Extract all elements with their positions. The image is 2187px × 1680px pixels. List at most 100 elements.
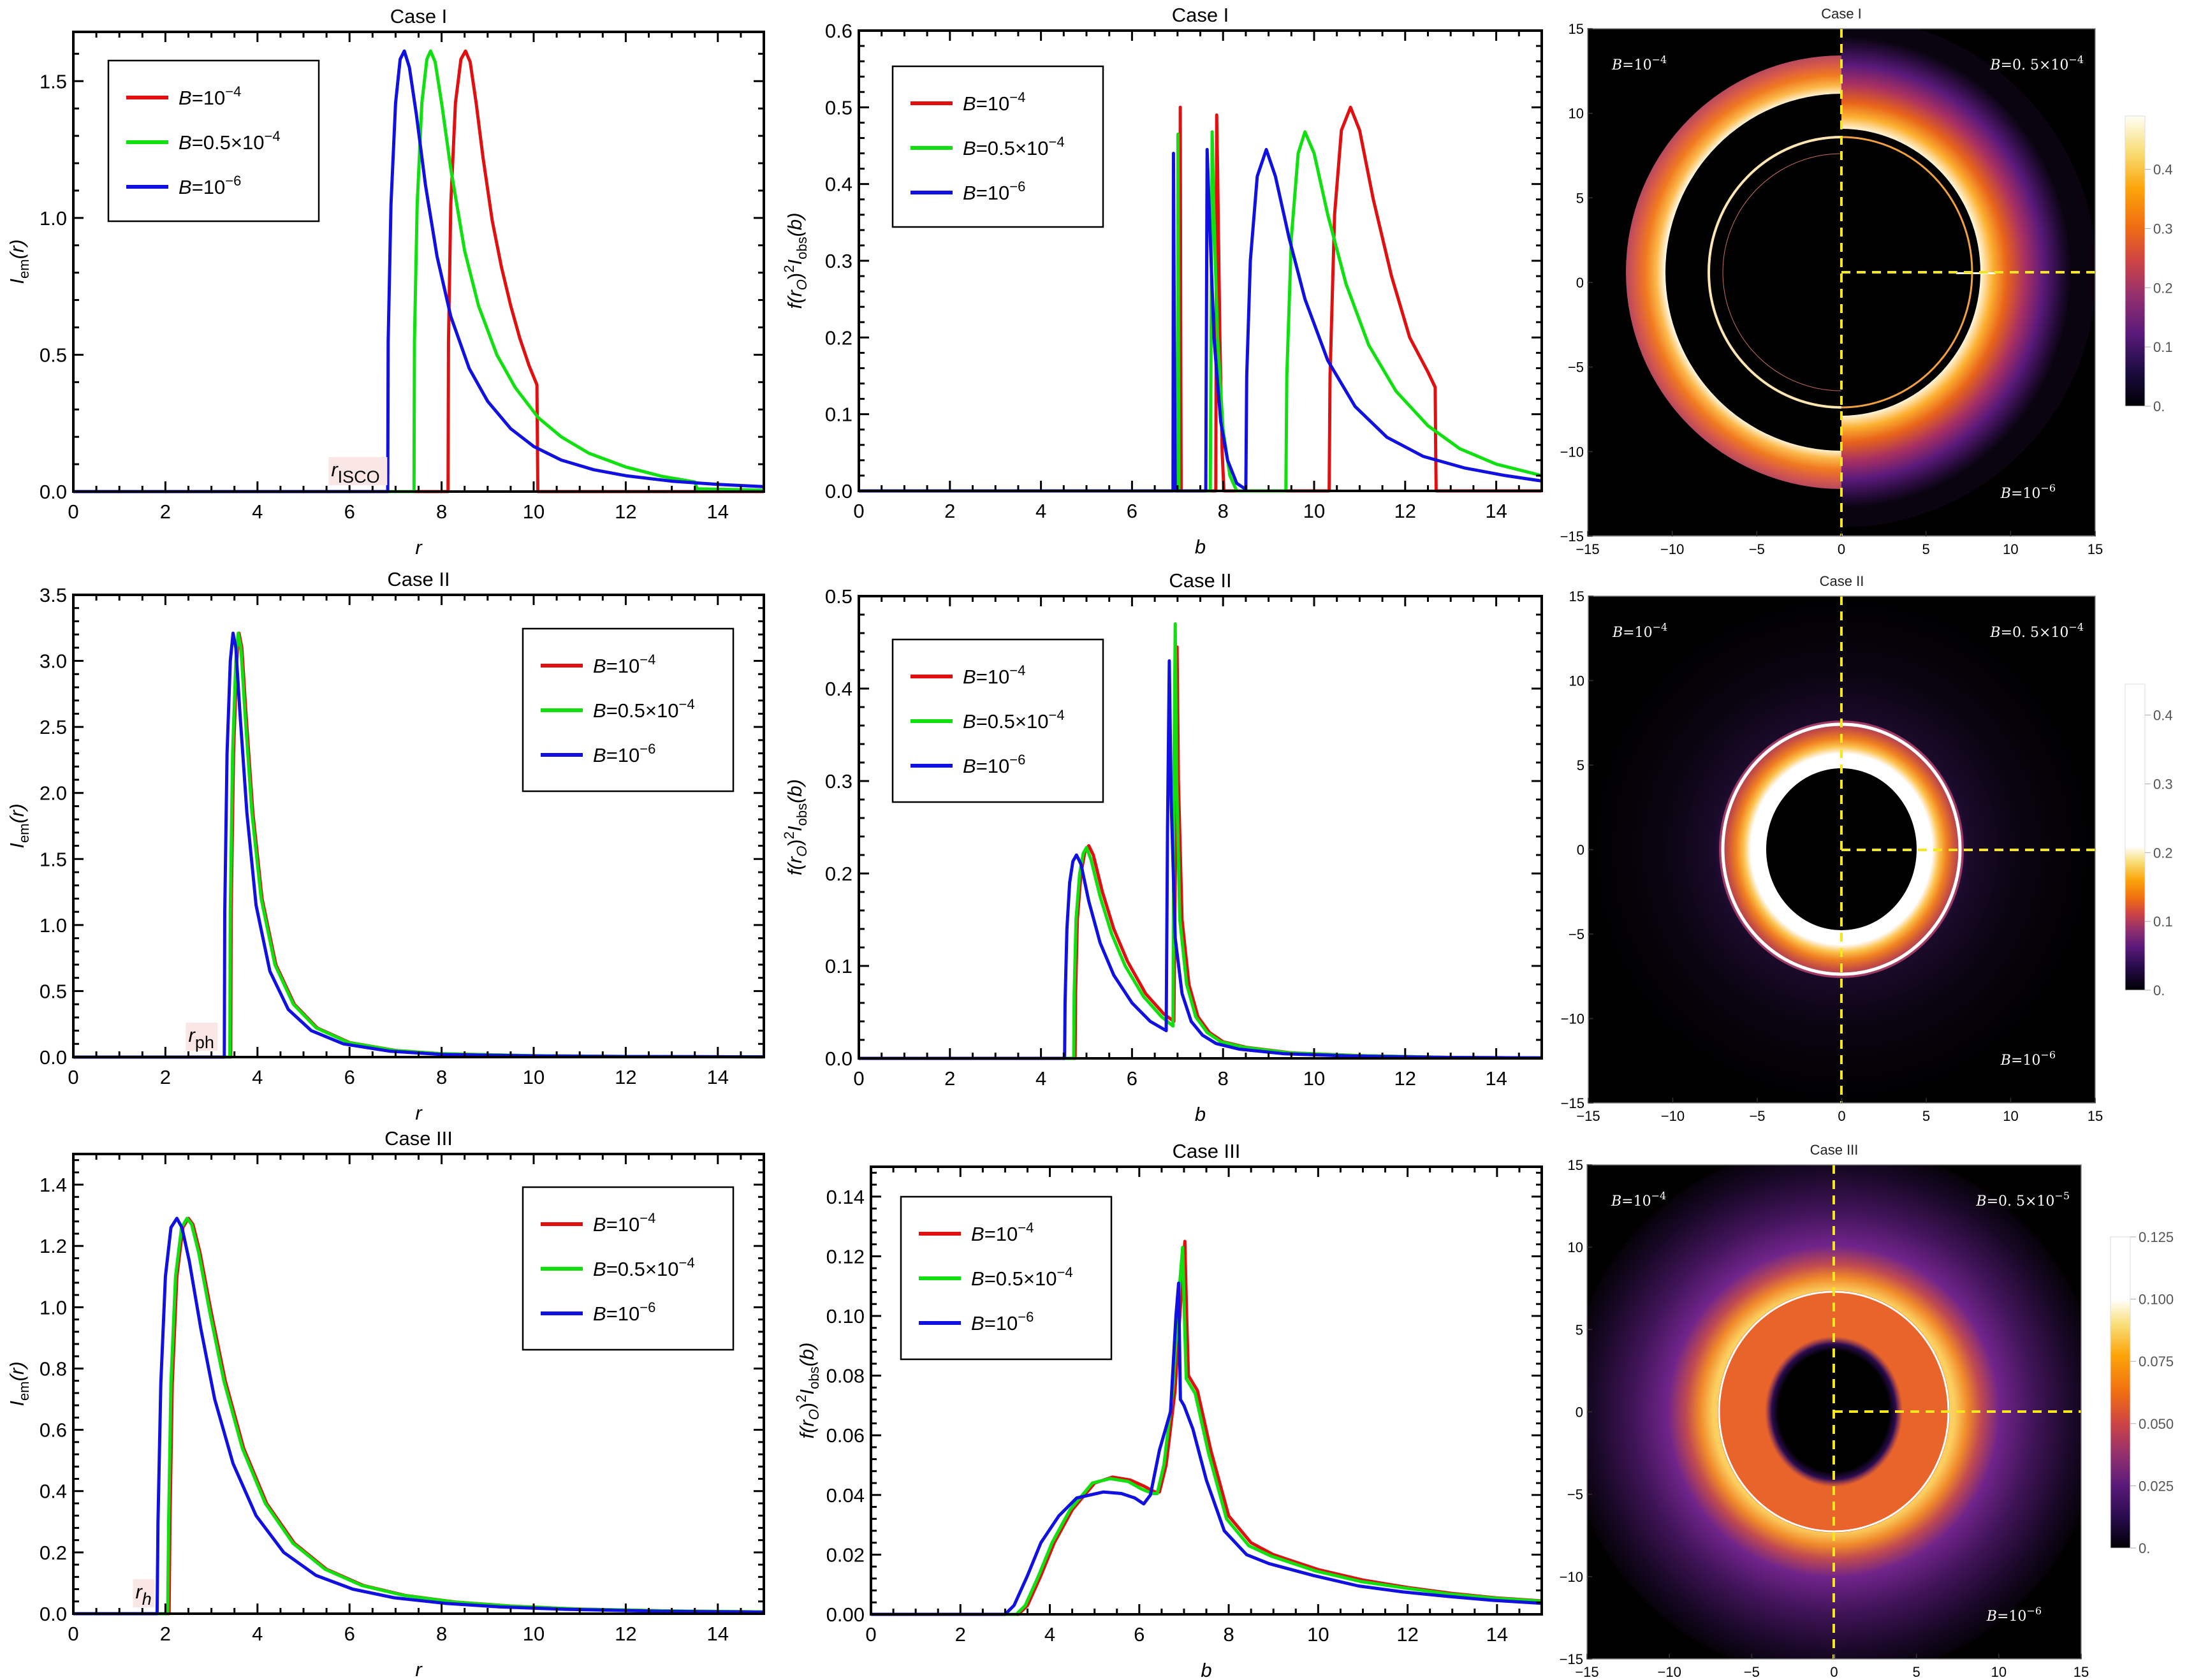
image-label-base: =10 — [1621, 1194, 1651, 1209]
legend-base: =10 — [606, 1213, 640, 1236]
x-tick-label: 12 — [615, 1066, 636, 1088]
colorbar-tick-label: 0. — [2139, 1540, 2150, 1556]
annotation-sub: ISCO — [338, 467, 380, 486]
y-label-part: I — [784, 259, 806, 265]
colorbar — [2125, 683, 2146, 991]
y-tick-label: 0.2 — [825, 863, 852, 885]
legend-base: =0.5×10 — [606, 699, 679, 722]
y-tick-label: 0.06 — [826, 1424, 865, 1447]
y-tick-label: 0.0 — [40, 1603, 67, 1625]
legend-entry: B=0.5×10−4 — [593, 696, 695, 722]
x-tick-label: 10 — [523, 1623, 545, 1645]
series-group — [859, 622, 1542, 1060]
y-axis-label: f(rO)2Iobs(b) — [781, 779, 810, 875]
y-label-part: (r) — [6, 803, 28, 823]
x-tick-label: 14 — [1486, 1623, 1508, 1646]
x-tick-label: 10 — [523, 500, 545, 523]
image-y-tick-label: 15 — [1569, 588, 1584, 604]
image-label-base: =10 — [1997, 1609, 2026, 1625]
image-label-exponent: −6 — [2026, 1605, 2042, 1617]
colorbar — [2125, 115, 2146, 407]
legend-entry: B=10−4 — [593, 1210, 655, 1236]
chart-observed-case-3: Case III 0 2 4 6 8 10 12 14 0.00 0.02 0.04 0.06 0.08 0… — [793, 1140, 1543, 1680]
legend-var: B — [963, 710, 976, 733]
y-tick-label: 0.4 — [40, 1480, 67, 1503]
legend-entry: B=10−4 — [971, 1220, 1034, 1245]
image-title: Case I — [1821, 6, 1862, 22]
annotation-background — [133, 1579, 155, 1607]
legend-exponent: −6 — [640, 741, 655, 757]
x-tick-label: 10 — [1303, 1067, 1325, 1090]
x-tick-label: 12 — [615, 500, 636, 523]
y-label-part: I — [784, 826, 806, 831]
legend-var: B — [963, 182, 976, 204]
image-x-tick-label: 10 — [1991, 1664, 2007, 1680]
y-label-part: (r) — [6, 239, 28, 259]
annotation-main: r — [189, 1024, 196, 1046]
y-tick-label: 1.5 — [40, 70, 67, 92]
legend-base: =10 — [606, 1303, 640, 1325]
image-label-label_br: B=10−6 — [2000, 482, 2056, 502]
legend-entry: B=10−4 — [179, 84, 241, 109]
series-line-0 — [871, 1239, 1542, 1616]
image-y-tick-label: −15 — [1560, 1651, 1583, 1667]
x-tick-label: 0 — [68, 1623, 78, 1645]
y-label-part: 2 — [793, 1395, 809, 1403]
x-tick-label: 2 — [955, 1623, 966, 1646]
x-axis-label: r — [415, 536, 423, 559]
colorbar-tick-label: 0.1 — [2153, 339, 2173, 355]
image-x-tick-label: −10 — [1661, 1108, 1685, 1124]
y-tick-label: 2.5 — [40, 716, 67, 738]
y-tick-label: 0.04 — [826, 1484, 865, 1507]
legend-entry: B=0.5×10−4 — [971, 1264, 1073, 1290]
x-tick-label: 4 — [252, 1623, 263, 1645]
legend-exponent: −4 — [678, 1255, 694, 1271]
legend-var: B — [179, 131, 192, 154]
image-label-exponent: −5 — [2054, 1190, 2070, 1202]
colorbar-tick-label: 0.1 — [2153, 914, 2173, 930]
y-tick-label: 0.00 — [826, 1603, 865, 1626]
x-tick-label: 14 — [1485, 1067, 1507, 1090]
x-tick-label: 2 — [944, 500, 955, 522]
x-tick-label: 12 — [1394, 500, 1416, 522]
x-tick-label: 8 — [436, 1623, 447, 1645]
y-tick-label: 1.0 — [40, 914, 67, 937]
legend-exponent: −6 — [640, 1299, 655, 1315]
image-y-tick-label: −5 — [1567, 1487, 1583, 1503]
y-tick-label: 0.5 — [40, 980, 67, 1002]
y-tick-label: 0.3 — [825, 250, 852, 272]
legend-var: B — [971, 1312, 984, 1334]
x-tick-label: 0 — [68, 500, 78, 523]
image-y-tick-label: −10 — [1561, 1011, 1584, 1027]
annotation-label: rph — [189, 1024, 214, 1052]
legend: B=10−4B=0.5×10−4B=10−6 — [522, 1186, 735, 1351]
legend-base: =10 — [984, 1312, 1018, 1334]
chart-observed-case-1: Case I 0 2 4 6 8 10 12 14 0.0 0.1 0.2 0.3 0.4 0.5 0.6 b f… — [781, 4, 1543, 558]
y-tick-label: 0.0 — [825, 1048, 852, 1070]
image-label-label_br: B=10−6 — [1986, 1605, 2042, 1625]
chart-title: Case I — [390, 5, 448, 27]
legend-var: B — [963, 137, 976, 159]
colorbar-tick-label: 0.2 — [2153, 280, 2173, 296]
image-label-var: B — [1989, 625, 2000, 641]
x-tick-label: 12 — [1394, 1067, 1416, 1090]
y-label-part: f(r — [796, 1419, 818, 1439]
y-axis-label: f(rO)2Iobs(b) — [793, 1343, 822, 1439]
legend-exponent: −6 — [1009, 752, 1025, 768]
image-label-exponent: −4 — [1652, 54, 1667, 66]
annotation-main: r — [331, 458, 339, 481]
image-x-tick-label: −15 — [1576, 541, 1599, 557]
x-tick-label: 10 — [1303, 500, 1325, 522]
x-tick-label: 8 — [1223, 1623, 1234, 1646]
legend-entry: B=10−6 — [593, 1299, 655, 1325]
legend-base: =10 — [976, 92, 1010, 115]
image-x-tick-label: 10 — [2003, 1108, 2018, 1124]
x-axis-label: b — [1195, 536, 1206, 558]
chart-title: Case III — [384, 1127, 453, 1150]
image-y-tick-label: −10 — [1560, 1569, 1583, 1585]
y-label-part: obs — [794, 237, 810, 259]
y-label-part: em — [16, 1381, 32, 1401]
y-tick-label: 0.0 — [825, 480, 852, 502]
image-y-tick-label: 15 — [1568, 1157, 1583, 1173]
legend-var: B — [963, 666, 976, 688]
